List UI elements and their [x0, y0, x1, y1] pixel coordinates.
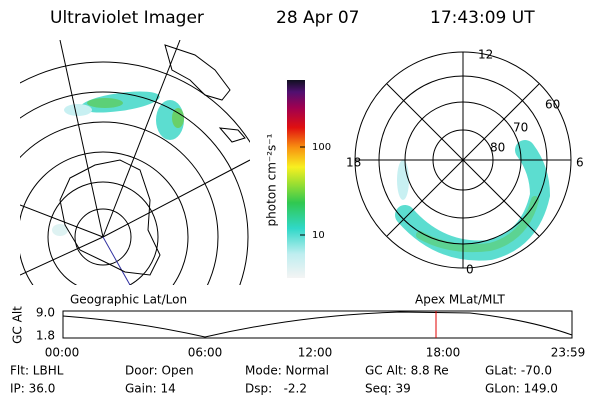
x-tick-label: 06:00	[188, 346, 223, 360]
colorbar-tick-label: 10	[312, 230, 325, 241]
info-field: GLat: -70.0	[485, 364, 552, 378]
polar-label: 80	[490, 141, 505, 155]
info-field: Seq: 39	[365, 382, 411, 396]
date: 28 Apr 07	[276, 8, 359, 28]
x-tick-label: 00:00	[45, 346, 80, 360]
polar-label: 18	[346, 156, 361, 170]
info-field: GLon: 149.0	[485, 382, 558, 396]
info-field: Dsp: -2.2	[245, 382, 307, 396]
y-tick-label: 1.8	[36, 329, 55, 343]
x-tick-label: 18:00	[426, 346, 461, 360]
info-field: GC Alt: 8.8 Re	[365, 364, 449, 378]
time: 17:43:09 UT	[430, 8, 535, 28]
colorbar	[287, 80, 305, 278]
polar-label: 70	[513, 121, 528, 135]
plot-title-left: Geographic Lat/Lon	[70, 293, 187, 307]
polar-label: 12	[478, 48, 493, 62]
info-field: Gain: 14	[125, 382, 176, 396]
y-tick-label: 9.0	[36, 306, 55, 320]
title: Ultraviolet Imager	[50, 8, 204, 28]
x-tick-label: 23:59	[551, 346, 586, 360]
colorbar-tick-label: 100	[312, 142, 331, 153]
polar-label: 6	[576, 156, 584, 170]
polar-plot: 12 60 70 80 18 6 0	[346, 48, 584, 277]
y-axis-label: GC Alt	[11, 306, 25, 344]
altitude-curve	[62, 311, 573, 338]
polar-label: 0	[466, 263, 474, 277]
info-panel: Flt: LBHL Door: Open Mode: Normal GC Alt: 8…	[10, 364, 558, 396]
x-tick-label: 12:00	[298, 346, 333, 360]
info-field: Mode: Normal	[245, 364, 329, 378]
info-field: Door: Open	[125, 364, 194, 378]
polar-label: 60	[545, 98, 560, 112]
geographic-map	[20, 40, 250, 285]
info-field: IP: 36.0	[10, 382, 55, 396]
info-field: Flt: LBHL	[10, 364, 64, 378]
altitude-frame	[62, 310, 573, 339]
plot-title-right: Apex MLat/MLT	[415, 293, 505, 307]
colorbar-label: photon cm⁻²s⁻¹	[265, 133, 279, 226]
